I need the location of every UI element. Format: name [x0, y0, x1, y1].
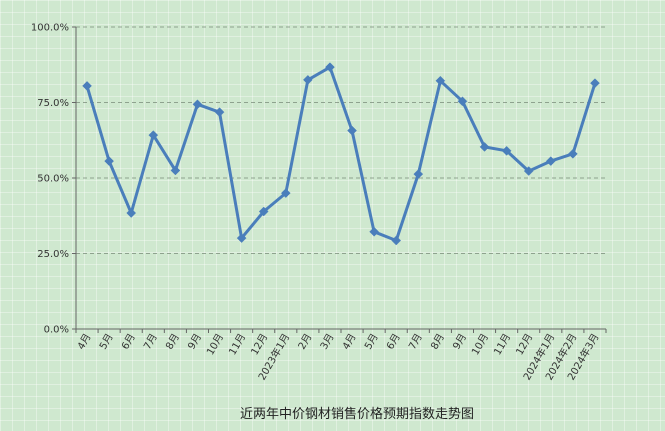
- x-tick-label: 5月: [362, 332, 381, 352]
- data-point: [391, 235, 402, 246]
- data-point: [457, 96, 468, 107]
- data-point: [590, 78, 600, 89]
- x-tick-label: 9月: [450, 332, 469, 352]
- x-tick-label: 4月: [340, 332, 359, 352]
- y-tick-label: 25.0%: [37, 249, 69, 260]
- x-tick-label: 6月: [384, 332, 403, 352]
- data-point: [413, 169, 424, 179]
- x-tick-label: 9月: [185, 332, 204, 352]
- x-tick-label: 12月: [514, 332, 536, 358]
- x-tick-label: 10月: [204, 332, 226, 358]
- x-tick-label: 7月: [141, 332, 160, 352]
- axes: [72, 26, 607, 333]
- gridlines: [76, 26, 606, 254]
- data-point: [545, 156, 556, 166]
- chart-title: 近两年中价钢材销售价格预期指数走势图: [240, 406, 474, 422]
- data-point: [126, 208, 137, 218]
- data-point: [369, 226, 379, 237]
- data-point: [104, 156, 114, 166]
- y-tick-label: 0.0%: [44, 325, 69, 336]
- x-tick-label: 10月: [469, 332, 491, 358]
- x-tick-label: 2月: [296, 332, 315, 352]
- data-point: [214, 107, 225, 118]
- x-tick-label: 11月: [226, 332, 248, 358]
- y-tick-label: 75.0%: [37, 98, 69, 109]
- data-point: [347, 125, 357, 136]
- data-point: [479, 142, 490, 152]
- data-point: [325, 62, 335, 73]
- x-tick-label: 12月: [249, 332, 271, 358]
- data-point: [501, 145, 512, 156]
- y-tick-label: 100.0%: [31, 23, 69, 34]
- x-tick-label: 3月: [318, 332, 337, 352]
- y-tick-label: 50.0%: [37, 174, 69, 185]
- data-point: [258, 206, 269, 217]
- data-point: [435, 75, 446, 86]
- data-point: [280, 188, 291, 198]
- x-tick-label: 11月: [491, 332, 513, 358]
- y-tick-labels: 0.0% 25.0% 50.0% 75.0% 100.0%: [31, 23, 69, 336]
- data-point: [523, 166, 534, 176]
- x-tick-label: 8月: [428, 332, 447, 352]
- x-tick-label: 8月: [163, 332, 182, 352]
- data-point: [82, 81, 92, 91]
- data-point: [170, 165, 181, 176]
- series-line: [85, 65, 597, 242]
- x-tick-label: 7月: [406, 332, 425, 352]
- data-point: [568, 148, 578, 159]
- data-series: [82, 62, 600, 246]
- x-tick-label: 4月: [75, 332, 94, 352]
- x-tick-label: 5月: [97, 332, 116, 352]
- data-point: [303, 74, 313, 85]
- data-point: [236, 233, 247, 243]
- x-tick-label: 6月: [119, 332, 138, 352]
- data-point: [148, 130, 159, 140]
- data-point: [192, 99, 203, 110]
